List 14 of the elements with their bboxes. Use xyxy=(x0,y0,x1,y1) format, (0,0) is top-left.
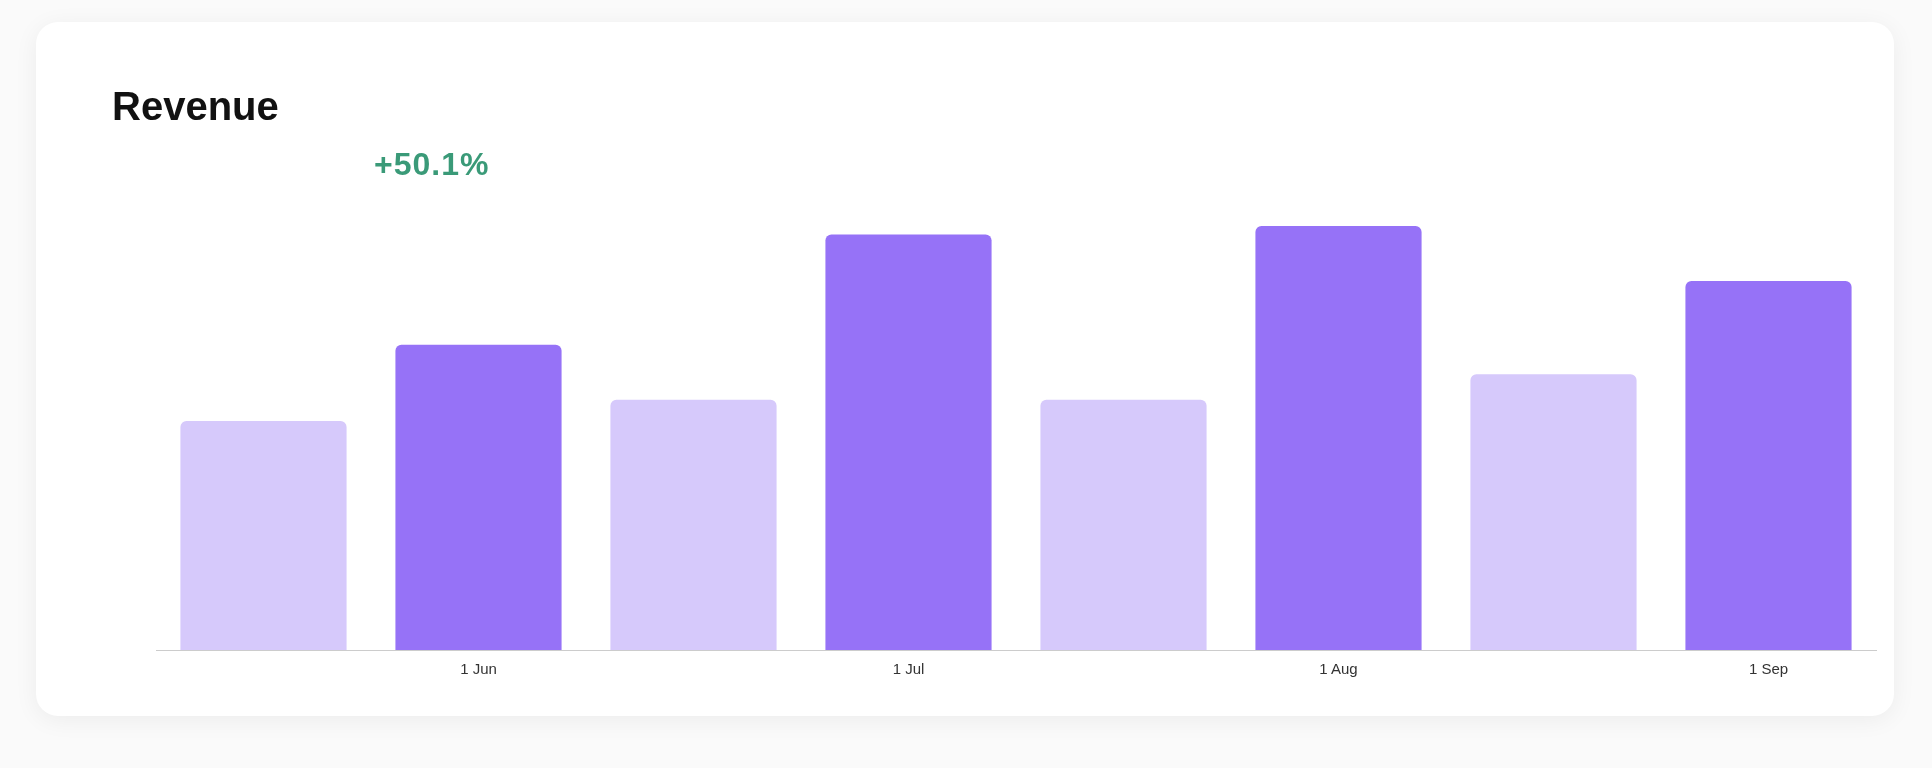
bar xyxy=(1255,225,1422,650)
bar xyxy=(825,234,992,650)
x-tick-label: 1 Sep xyxy=(1748,660,1789,678)
bar xyxy=(395,344,562,650)
bar xyxy=(1470,374,1637,650)
x-tick-label: 1 Jun xyxy=(460,660,497,678)
bar xyxy=(610,399,777,650)
bar xyxy=(180,421,347,650)
bar xyxy=(1040,399,1207,650)
chart-subtitle: +50.1% xyxy=(374,146,490,183)
bar xyxy=(1685,281,1852,650)
chart-title: Revenue xyxy=(112,84,279,129)
x-tick-label: 1 Jul xyxy=(892,660,925,678)
x-tick-label: 1 Aug xyxy=(1319,660,1358,678)
